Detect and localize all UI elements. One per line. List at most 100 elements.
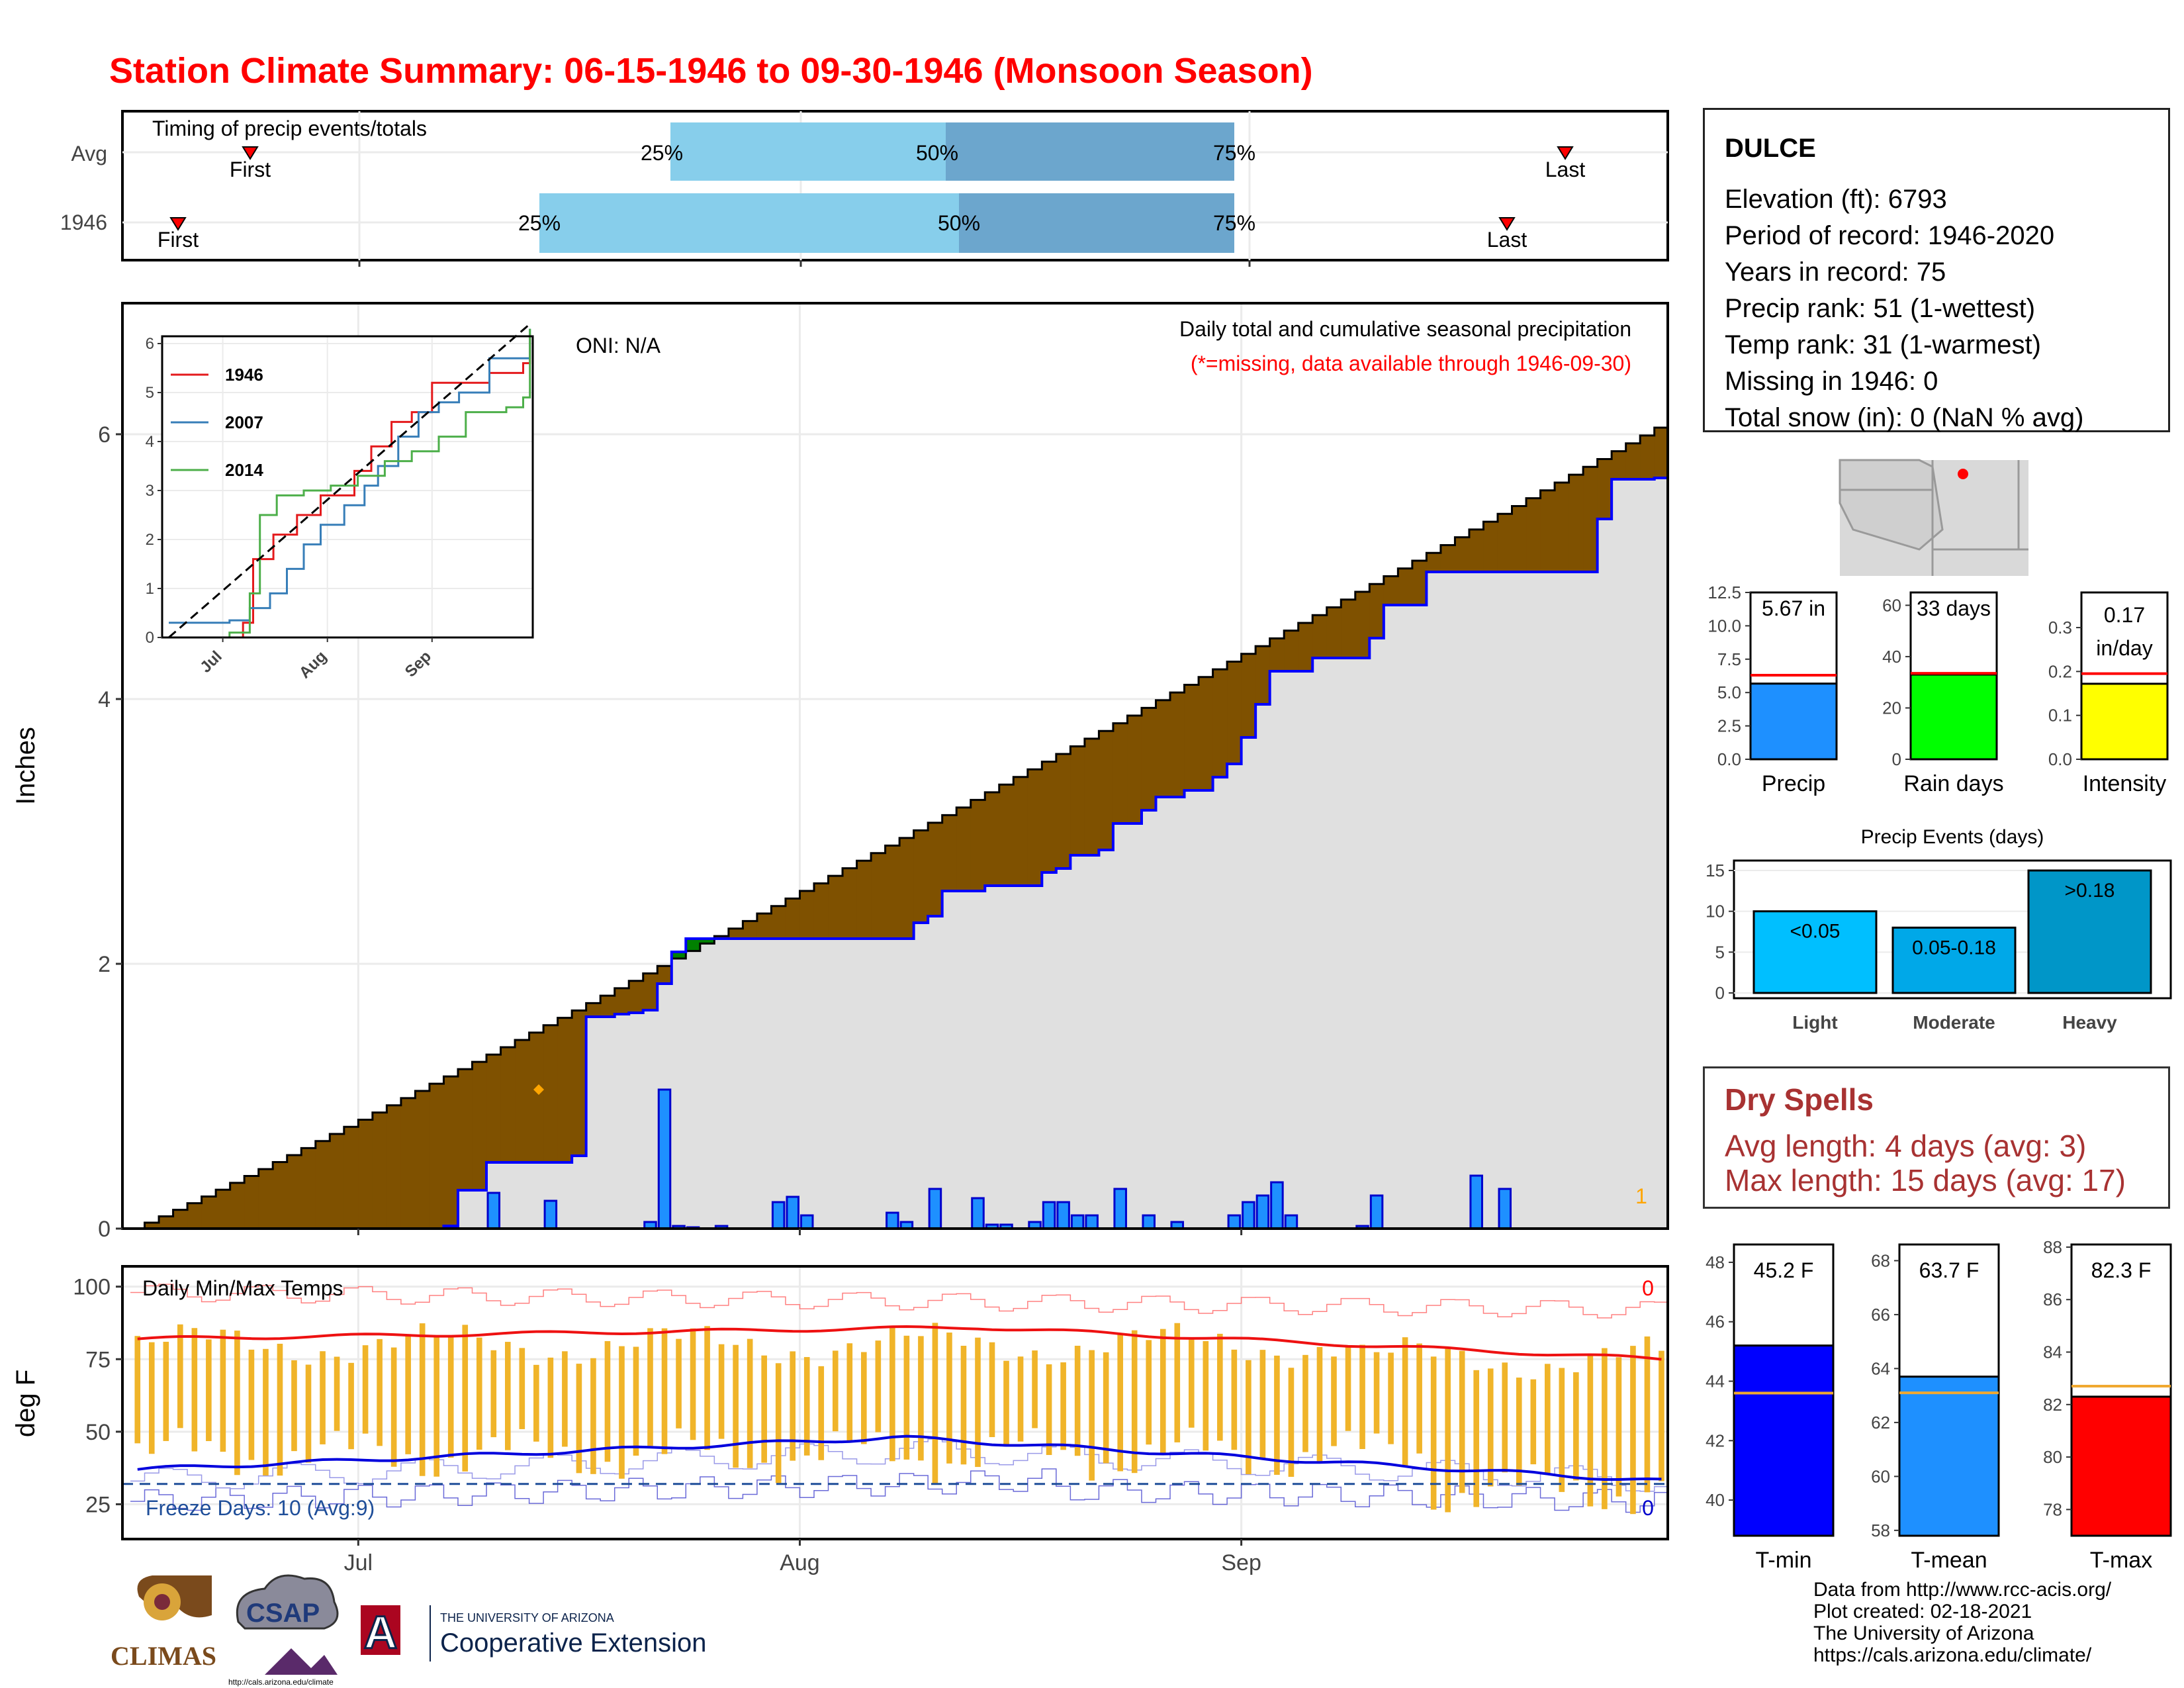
record-max-line xyxy=(130,1284,1669,1319)
anomaly-day-bar xyxy=(785,898,801,939)
daily-temp-range-bar xyxy=(1174,1323,1181,1442)
anomaly-day-bar xyxy=(415,1091,430,1229)
anomaly-day-bar xyxy=(1426,553,1441,572)
anomaly-day-bar xyxy=(1298,622,1313,671)
daily-temp-range-bar xyxy=(818,1366,825,1460)
anomaly-day-bar xyxy=(756,914,772,939)
daily-temp-range-bar xyxy=(348,1362,354,1450)
anomaly-day-bar xyxy=(1212,669,1228,777)
credit-line-created: Plot created: 02-18-2021 xyxy=(1813,1601,2032,1622)
station-precip-rank: Precip rank: 51 (1-wettest) xyxy=(1725,294,2036,323)
anomaly-day-bar xyxy=(1141,708,1157,810)
daily-temp-range-bar xyxy=(718,1344,725,1439)
yr-last-label: Last xyxy=(1487,228,1527,252)
precip-corner-value: 1 xyxy=(1635,1184,1647,1208)
avg-last-marker xyxy=(1557,146,1574,160)
daily-temp-range-bar xyxy=(1445,1348,1451,1513)
events-y-tick: 5 xyxy=(1715,942,1725,962)
temp-summary-y-tick: 68 xyxy=(1871,1250,1890,1270)
daily-temp-range-bar xyxy=(490,1350,497,1438)
station-location-marker xyxy=(1958,469,1968,479)
daily-temp-range-bar xyxy=(1416,1343,1422,1454)
ua-logo-line2: Cooperative Extension xyxy=(440,1628,706,1658)
daily-temp-range-bar xyxy=(263,1348,269,1476)
anomaly-day-bar xyxy=(144,1223,159,1229)
avg-p25-label: 25% xyxy=(641,141,683,165)
anomaly-day-bar xyxy=(871,853,886,939)
anomaly-day-bar xyxy=(1497,514,1513,572)
daily-temp-range-bar xyxy=(1559,1368,1565,1492)
precip-y-tick: 2 xyxy=(98,952,111,977)
daily-temp-range-bar xyxy=(519,1348,525,1429)
inset-y-tick: 3 xyxy=(146,482,154,500)
anomaly-day-bar xyxy=(443,1076,459,1226)
station-info-box: DULCE Elevation (ft): 6793 Period of rec… xyxy=(1703,108,2170,432)
anomaly-day-bar xyxy=(985,792,1000,886)
station-missing: Missing in 1946: 0 xyxy=(1725,367,1938,396)
daily-precip-bar xyxy=(786,1196,799,1230)
anomaly-day-bar xyxy=(287,1154,302,1229)
summary-y-tick: 10.0 xyxy=(1707,616,1741,635)
anomaly-day-bar xyxy=(1084,738,1100,855)
anomaly-day-bar xyxy=(671,952,686,959)
avg-q25-q50-bar xyxy=(670,122,946,181)
anomaly-day-bar xyxy=(1512,506,1527,572)
daily-temp-range-bar xyxy=(1630,1346,1636,1515)
anomaly-day-bar xyxy=(472,1062,487,1190)
daily-precip-bar xyxy=(928,1188,942,1230)
summary-category-label: Precip xyxy=(1762,771,1825,796)
summary-value-bar xyxy=(1749,682,1838,761)
daily-precip-bar xyxy=(1498,1188,1512,1230)
dry-spells-avg: Avg length: 4 days (avg: 3) xyxy=(1725,1129,2087,1163)
inset-y-tick: 2 xyxy=(146,531,154,549)
daily-temp-range-bar xyxy=(747,1338,753,1468)
credit-line-source: Data from http://www.rcc-acis.org/ xyxy=(1813,1579,2112,1601)
daily-temp-range-bar xyxy=(918,1336,924,1461)
anomaly-day-bar xyxy=(799,890,815,939)
daily-temp-range-bar xyxy=(576,1364,582,1474)
anomaly-day-bar xyxy=(429,1084,445,1229)
daily-temp-range-bar xyxy=(305,1364,312,1463)
temp-summary-y-tick: 40 xyxy=(1706,1490,1725,1510)
x-axis-tick: Sep xyxy=(1221,1550,1261,1575)
summary-y-tick: 0.1 xyxy=(2048,706,2072,726)
daily-temp-range-bar xyxy=(277,1343,283,1476)
daily-temp-range-bar xyxy=(960,1345,967,1465)
daily-temp-range-bar xyxy=(476,1337,482,1450)
events-bar xyxy=(2027,869,2152,994)
avg-row-label: Avg xyxy=(71,142,107,165)
yr-q25-q50-bar xyxy=(539,193,959,253)
anomaly-day-bar xyxy=(1056,754,1071,868)
temp-summary-y-tick: 82 xyxy=(2043,1395,2062,1415)
precip-y-axis-label: Inches xyxy=(11,727,40,805)
daily-temp-range-bar xyxy=(1160,1329,1166,1455)
yr-first-marker xyxy=(169,217,187,231)
avg-first-marker xyxy=(242,146,259,160)
daily-temp-range-bar xyxy=(1089,1350,1095,1481)
temp-summary-value-label: 45.2 F xyxy=(1754,1258,1814,1282)
anomaly-day-bar xyxy=(1440,545,1456,572)
daily-temp-range-bar xyxy=(234,1331,240,1476)
inset-y-tick: 5 xyxy=(146,384,154,402)
daily-temp-range-bar xyxy=(790,1351,796,1461)
temp-summary-bar xyxy=(1898,1376,2000,1537)
inset-legend-label: 2007 xyxy=(225,412,263,432)
anomaly-day-bar xyxy=(1569,475,1584,572)
events-y-tick: 15 xyxy=(1706,861,1725,880)
daily-temp-range-bar xyxy=(1302,1354,1308,1452)
station-name: DULCE xyxy=(1725,134,1816,163)
anomaly-day-bar xyxy=(358,1119,373,1229)
temp-summary-chart: 78 80 82 84 86 88 82.3 F T-max xyxy=(2043,1237,2172,1573)
anomaly-day-bar xyxy=(1625,443,1641,479)
anomaly-day-bar xyxy=(643,973,658,1010)
anomaly-day-bar xyxy=(1184,684,1199,790)
anomaly-day-bar xyxy=(813,883,829,939)
precip-panel-sublabel: (*=missing, data available through 1946-… xyxy=(1191,352,1631,375)
daily-temp-range-bar xyxy=(1246,1360,1251,1475)
anomaly-day-bar xyxy=(486,1055,502,1162)
anomaly-day-bar xyxy=(343,1127,359,1229)
anomaly-day-bar xyxy=(743,921,758,939)
anomaly-day-bar xyxy=(1540,490,1555,572)
daily-temp-range-bar xyxy=(903,1335,910,1460)
